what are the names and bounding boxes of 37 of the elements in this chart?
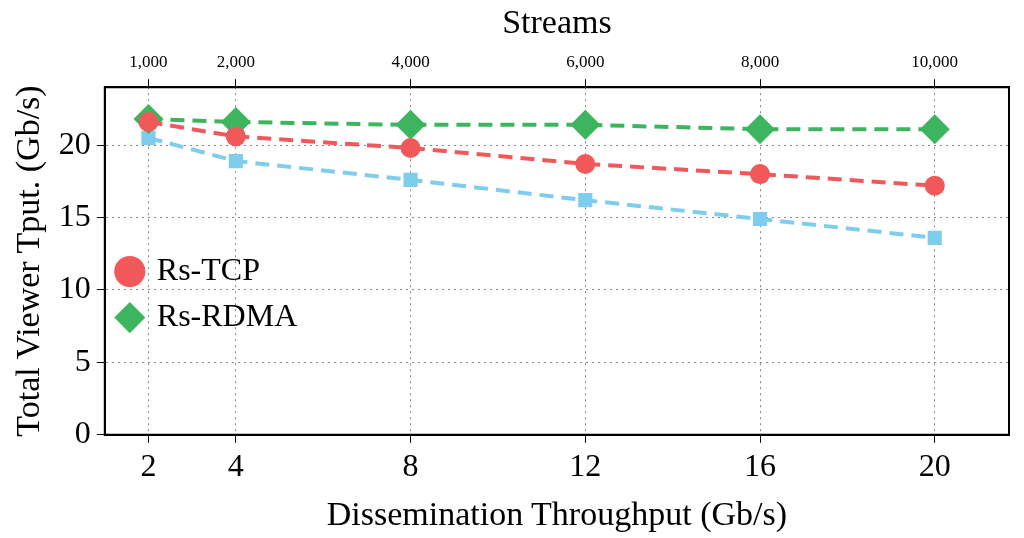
point bbox=[225, 126, 246, 147]
point bbox=[400, 138, 421, 159]
point bbox=[570, 109, 601, 140]
point bbox=[141, 130, 156, 145]
legend-label: Rs-TCP bbox=[156, 251, 260, 288]
y-tick-label: 0 bbox=[74, 414, 91, 451]
x-tick-label: 20 bbox=[918, 447, 951, 484]
x2-tick-label: 8,000 bbox=[740, 52, 780, 72]
y-axis-title: Total Viewer Tput. (Gb/s) bbox=[9, 85, 48, 437]
point bbox=[750, 164, 771, 185]
y-tick-label: 5 bbox=[74, 341, 91, 378]
x-tick-label: 4 bbox=[227, 447, 244, 484]
point bbox=[927, 230, 942, 245]
point bbox=[578, 193, 593, 208]
legend-label: Rs-RDMA bbox=[156, 297, 298, 334]
point bbox=[752, 211, 768, 227]
y-tick-label: 10 bbox=[58, 269, 91, 306]
x2-axis-title: Streams bbox=[502, 3, 612, 41]
y-tick-label: 20 bbox=[58, 124, 91, 161]
point bbox=[395, 109, 426, 140]
x-tick-label: 8 bbox=[402, 447, 419, 484]
x-tick-label: 2 bbox=[140, 447, 157, 484]
point bbox=[919, 114, 950, 145]
point bbox=[228, 153, 243, 169]
point bbox=[575, 153, 596, 174]
point bbox=[403, 172, 418, 187]
x-tick-label: 12 bbox=[569, 447, 602, 484]
y-tick-label: 15 bbox=[58, 196, 91, 233]
point bbox=[745, 114, 776, 145]
x-axis-title: Dissemination Throughput (Gb/s) bbox=[326, 494, 788, 533]
point bbox=[924, 175, 945, 196]
x2-tick-label: 10,000 bbox=[911, 52, 959, 72]
x2-tick-label: 4,000 bbox=[391, 52, 430, 72]
x2-tick-label: 1,000 bbox=[129, 52, 168, 72]
x2-tick-label: 6,000 bbox=[566, 52, 605, 72]
x2-tick-label: 2,000 bbox=[216, 52, 255, 72]
x-tick-label: 16 bbox=[744, 447, 777, 484]
